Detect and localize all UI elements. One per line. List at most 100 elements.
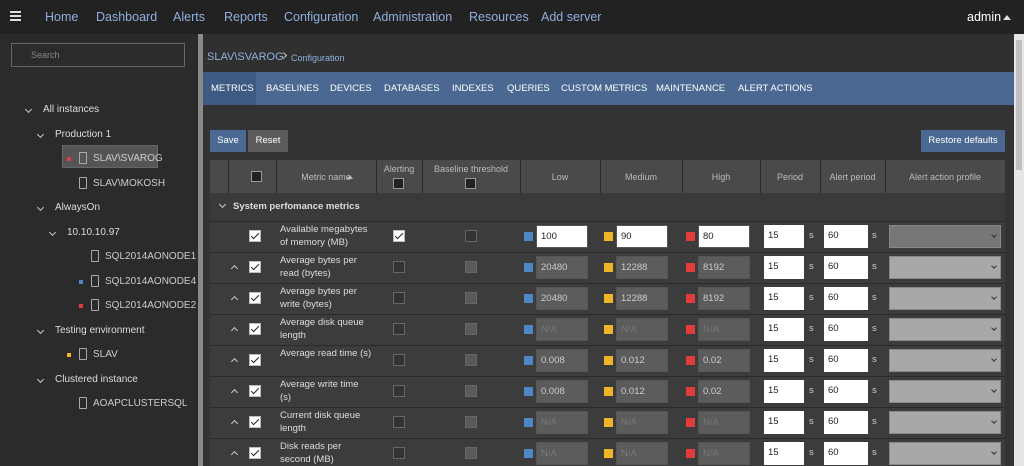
header-checkbox[interactable]: [393, 178, 404, 189]
alert-period-input[interactable]: 60: [824, 256, 868, 279]
threshold-input[interactable]: N/A: [536, 318, 588, 341]
threshold-input[interactable]: N/A: [616, 318, 668, 341]
baseline-checkbox[interactable]: [465, 447, 477, 459]
baseline-checkbox[interactable]: [465, 323, 477, 335]
tree-node[interactable]: 10.10.10.97: [67, 226, 120, 238]
alert-period-input[interactable]: 60: [824, 225, 868, 248]
tree-node[interactable]: SQL2014AONODE2: [105, 300, 197, 311]
baseline-checkbox[interactable]: [465, 354, 477, 366]
threshold-input[interactable]: N/A: [698, 411, 750, 434]
threshold-input[interactable]: N/A: [616, 442, 668, 465]
threshold-input[interactable]: 0.02: [698, 349, 750, 372]
profile-select[interactable]: [889, 442, 1001, 465]
tab[interactable]: QUERIES: [507, 83, 550, 94]
threshold-input[interactable]: 12288: [616, 287, 668, 310]
nav-item[interactable]: Dashboard: [96, 10, 158, 24]
nav-item[interactable]: Alerts: [173, 10, 205, 24]
period-input[interactable]: 15: [764, 318, 804, 341]
alert-period-input[interactable]: 60: [824, 380, 868, 403]
nav-item[interactable]: Reports: [224, 10, 268, 24]
alerting-checkbox[interactable]: [393, 261, 405, 273]
user-menu[interactable]: admin: [967, 10, 1002, 24]
tree-node[interactable]: SQL2014AONODE4: [105, 275, 197, 287]
column-header[interactable]: Alert period: [829, 172, 876, 182]
nav-item[interactable]: Home: [45, 10, 79, 24]
alert-period-input[interactable]: 60: [824, 318, 868, 341]
tree-node[interactable]: Testing environment: [55, 324, 145, 336]
header-checkbox[interactable]: [465, 178, 476, 189]
threshold-input[interactable]: 80: [698, 225, 750, 248]
alerting-checkbox[interactable]: [393, 416, 405, 428]
button-restore[interactable]: Restore defaults: [921, 130, 1005, 152]
breadcrumb-instance[interactable]: SLAV\SVAROG: [207, 51, 284, 63]
alerting-checkbox[interactable]: [393, 323, 405, 335]
threshold-input[interactable]: 8192: [698, 256, 750, 279]
threshold-input[interactable]: 0.012: [616, 380, 668, 403]
threshold-input[interactable]: 90: [616, 225, 668, 248]
baseline-checkbox[interactable]: [465, 385, 477, 397]
alert-period-input[interactable]: 60: [824, 349, 868, 372]
enabled-checkbox[interactable]: [249, 416, 261, 428]
profile-select[interactable]: [889, 318, 1001, 341]
period-input[interactable]: 15: [764, 256, 804, 279]
alerting-checkbox[interactable]: [393, 447, 405, 459]
period-input[interactable]: 15: [764, 380, 804, 403]
column-header[interactable]: Medium: [624, 172, 657, 182]
period-input[interactable]: 15: [764, 225, 804, 248]
threshold-input[interactable]: 0.02: [698, 380, 750, 403]
threshold-input[interactable]: 8192: [698, 287, 750, 310]
nav-item[interactable]: Configuration: [284, 10, 359, 24]
alerting-checkbox[interactable]: [393, 292, 405, 304]
threshold-input[interactable]: N/A: [536, 442, 588, 465]
threshold-input[interactable]: 0.008: [536, 380, 588, 403]
threshold-input[interactable]: 0.012: [616, 349, 668, 372]
enabled-checkbox[interactable]: [249, 354, 261, 366]
profile-select[interactable]: [889, 349, 1001, 372]
enabled-checkbox[interactable]: [249, 230, 261, 242]
tab[interactable]: INDEXES: [452, 83, 494, 94]
profile-select[interactable]: [889, 256, 1001, 279]
column-header[interactable]: Period: [776, 172, 803, 182]
threshold-input[interactable]: N/A: [698, 318, 750, 341]
enabled-checkbox[interactable]: [249, 447, 261, 459]
alerting-checkbox[interactable]: [393, 230, 405, 242]
threshold-input[interactable]: N/A: [616, 411, 668, 434]
tree-node[interactable]: Production 1: [55, 128, 112, 140]
enabled-checkbox[interactable]: [249, 385, 261, 397]
period-input[interactable]: 15: [764, 349, 804, 372]
button-reset[interactable]: Reset: [248, 130, 288, 152]
column-header[interactable]: Low: [551, 172, 569, 182]
profile-select[interactable]: [889, 287, 1001, 310]
enabled-checkbox[interactable]: [249, 292, 261, 304]
tab[interactable]: DATABASES: [384, 83, 440, 94]
baseline-checkbox[interactable]: [465, 292, 477, 304]
tab[interactable]: ALERT ACTIONS: [738, 83, 813, 94]
search-box[interactable]: [11, 43, 185, 67]
menu-icon[interactable]: [10, 11, 21, 13]
tree-node[interactable]: AOAPCLUSTERSQL: [93, 398, 188, 409]
threshold-input[interactable]: 20480: [536, 287, 588, 310]
profile-select[interactable]: [889, 411, 1001, 434]
tree-node[interactable]: AlwaysOn: [55, 202, 101, 213]
alert-period-input[interactable]: 60: [824, 287, 868, 310]
threshold-input[interactable]: 12288: [616, 256, 668, 279]
tree-node[interactable]: SLAV: [93, 349, 118, 360]
alert-period-input[interactable]: 60: [824, 442, 868, 465]
column-header[interactable]: Alert action profile: [908, 172, 982, 182]
enabled-checkbox[interactable]: [249, 261, 261, 273]
alerting-checkbox[interactable]: [393, 385, 405, 397]
tab[interactable]: BASELINES: [266, 83, 319, 94]
threshold-input[interactable]: 100: [536, 225, 588, 248]
tree-node[interactable]: SLAV\MOKOSH: [93, 177, 166, 189]
nav-item[interactable]: Resources: [469, 10, 529, 24]
button-save[interactable]: Save: [210, 130, 246, 152]
alert-period-input[interactable]: 60: [824, 411, 868, 434]
tab[interactable]: METRICS: [211, 83, 254, 94]
tree-node[interactable]: SLAV\SVAROG: [93, 153, 163, 164]
nav-item[interactable]: Administration: [373, 10, 453, 24]
enabled-checkbox[interactable]: [249, 323, 261, 335]
nav-item[interactable]: Add server: [541, 10, 602, 24]
tab[interactable]: DEVICES: [330, 83, 372, 94]
column-header[interactable]: High: [711, 172, 731, 182]
baseline-checkbox[interactable]: [465, 261, 477, 273]
